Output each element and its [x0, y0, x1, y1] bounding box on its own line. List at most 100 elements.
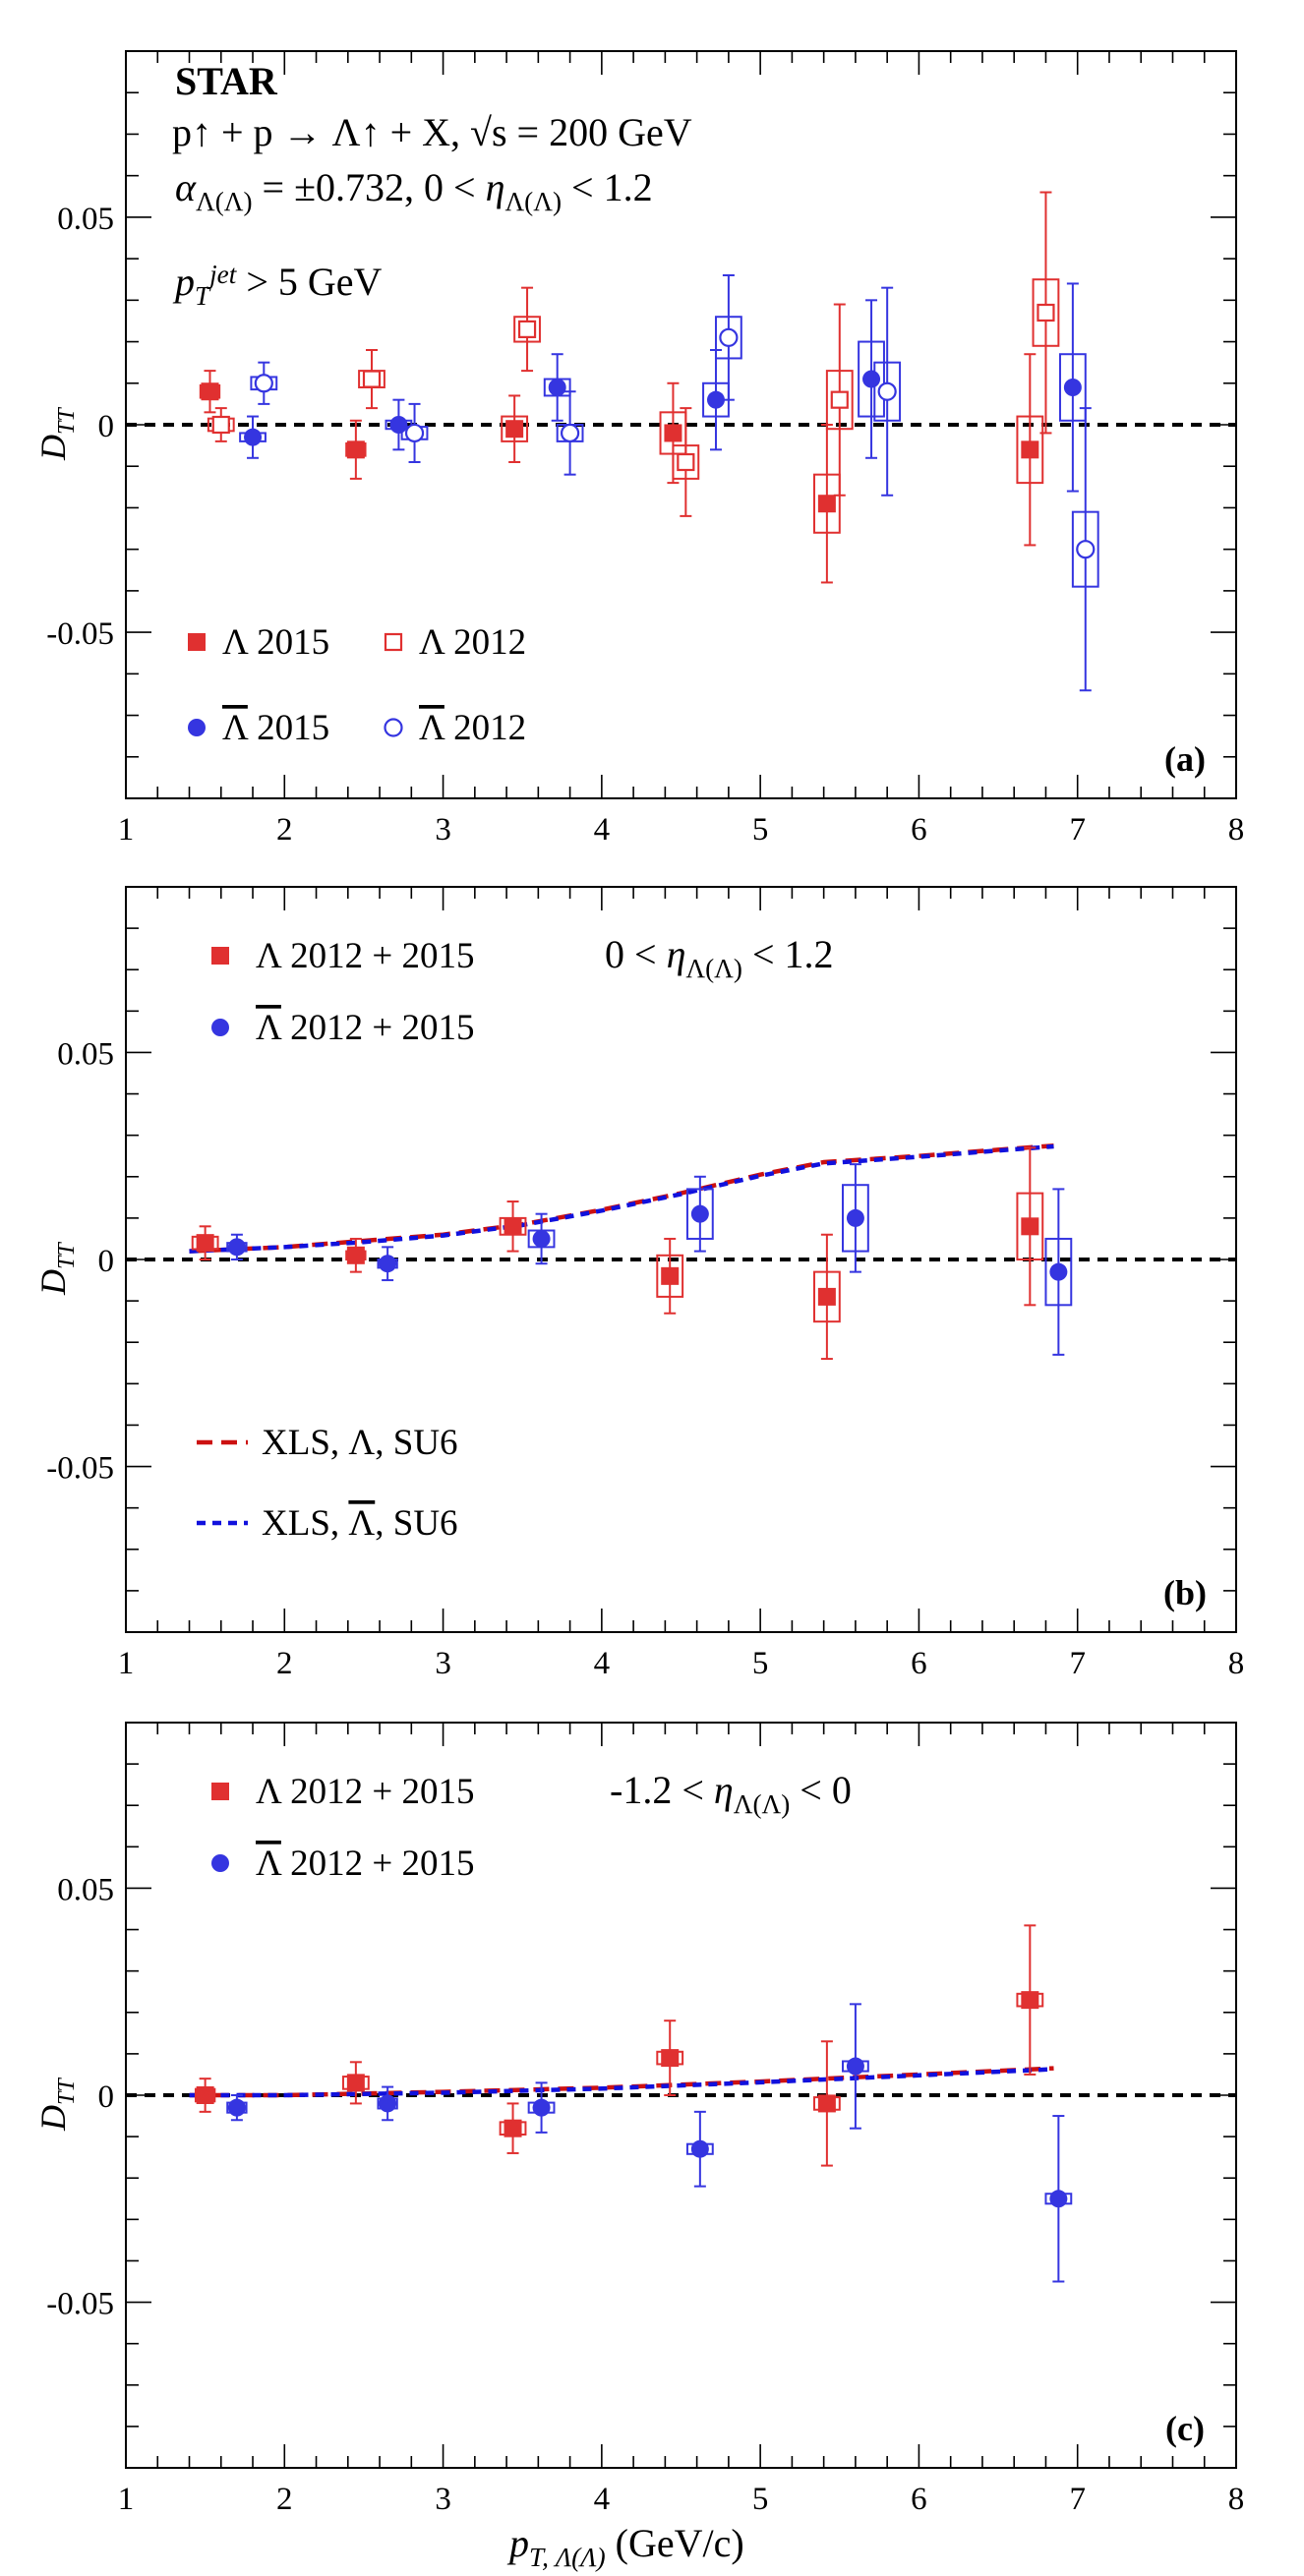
data-point	[664, 424, 682, 442]
x-tick-label: 4	[594, 1646, 611, 1681]
x-tick-label: 4	[594, 2482, 611, 2517]
data-point	[504, 2119, 522, 2137]
y-tick-label: 0	[98, 409, 115, 444]
systematic-box	[513, 316, 541, 343]
data-point	[560, 423, 580, 443]
x-axis-ticks	[125, 887, 1237, 1632]
data-point	[254, 374, 273, 393]
legend-entry: XLS, Λ, SU6	[197, 1423, 458, 1463]
data-point	[196, 2086, 214, 2104]
data-point	[505, 420, 524, 439]
y-tick-label: -0.05	[46, 2287, 114, 2322]
series-square-filled	[191, 1146, 1044, 1361]
x-tick-label: 7	[1069, 2482, 1086, 2517]
systematic-box	[825, 370, 854, 431]
data-point	[862, 370, 881, 388]
x-tick-label: 6	[911, 812, 927, 848]
panel-b: 1 2 3 4 5 6 7 8 -0.05 0 0.05 DTT (b) Λ 2012 + 2015 Λ 2…	[33, 886, 1245, 1681]
data-point	[346, 440, 365, 459]
series-circle-filled	[239, 282, 1087, 493]
systematic-box	[858, 340, 885, 418]
y-tick-label: -0.05	[46, 1451, 114, 1487]
x-axis-title: pT, Λ(Λ) (GeV/c)	[506, 2521, 744, 2572]
legend-marker	[211, 1854, 229, 1872]
x-tick-label: 8	[1228, 812, 1245, 848]
data-point	[1021, 1217, 1039, 1236]
data-point	[227, 1238, 246, 1257]
panel-c: 1 2 3 4 5 6 7 8 -0.05 0 0.05 DTT (c) Λ 2012 + 2015 Λ 2…	[33, 1722, 1244, 2517]
data-point	[661, 2049, 680, 2068]
systematic-box	[1071, 510, 1099, 588]
data-point	[817, 2094, 836, 2113]
x-tick-label: 3	[435, 2482, 451, 2517]
data-point	[362, 370, 382, 388]
legend-marker	[211, 1019, 229, 1036]
systematic-box	[714, 316, 742, 360]
theory-curve-dot	[189, 2067, 1054, 2098]
data-point	[379, 1255, 397, 1273]
x-tick-label: 2	[276, 2482, 293, 2517]
systematic-box	[1032, 278, 1060, 347]
data-point	[379, 2094, 397, 2113]
data-point	[196, 1234, 214, 1253]
legend-label: Λ 2012 + 2015	[256, 936, 475, 976]
data-point	[532, 2098, 551, 2117]
legend-label: Λ 2012	[419, 708, 526, 748]
legend-entry: Λ 2012	[384, 622, 526, 663]
x-tick-label: 8	[1228, 1646, 1245, 1681]
x-tick-label: 5	[752, 1646, 769, 1681]
data-point	[1037, 303, 1055, 322]
data-point	[719, 327, 739, 347]
y-axis-label: DTT	[33, 2078, 80, 2132]
data-point	[346, 2074, 365, 2092]
y-tick-label: 0.05	[57, 202, 114, 237]
data-point	[1021, 440, 1039, 459]
data-point	[817, 495, 836, 513]
data-point	[504, 1217, 522, 1236]
systematic-box	[812, 1270, 841, 1323]
systematic-box	[1016, 415, 1044, 485]
data-point	[661, 1266, 680, 1285]
systematic-box	[1044, 1237, 1073, 1307]
x-tick-label: 5	[752, 812, 769, 848]
x-tick-label: 7	[1069, 812, 1086, 848]
data-point	[346, 1246, 365, 1264]
data-point	[227, 2098, 246, 2117]
eta-range-label: -1.2 < ηΛ(Λ) < 0	[610, 1768, 852, 1819]
legend-label: Λ 2015	[222, 708, 329, 748]
series-circle-open	[250, 274, 1099, 692]
legend-entry: Λ 2012 + 2015	[211, 1008, 475, 1048]
systematic-box	[501, 415, 529, 442]
y-tick-label: 0.05	[57, 1036, 114, 1072]
eta-range-label: 0 < ηΛ(Λ) < 1.2	[605, 932, 834, 983]
legend-marker	[211, 947, 229, 965]
x-axis-ticks	[125, 1723, 1237, 2468]
data-point	[517, 320, 537, 338]
systematic-box	[873, 361, 902, 422]
panel-tag: (c)	[1165, 2409, 1205, 2448]
x-tick-label: 7	[1069, 1646, 1086, 1681]
jet-pt-cut-label: pTjet > 5 GeV	[172, 260, 383, 311]
y-axis-label: DTT	[33, 1242, 80, 1296]
data-point	[1063, 379, 1082, 396]
x-tick-label: 5	[752, 2482, 769, 2517]
legend-entry: Λ 2012 + 2015	[211, 1844, 475, 1884]
systematic-box	[1016, 1192, 1044, 1260]
x-tick-label: 3	[435, 812, 451, 848]
experiment-label: STAR	[175, 59, 278, 103]
legend-label: Λ 2012 + 2015	[256, 1008, 475, 1048]
data-point	[201, 382, 219, 401]
legend-marker	[188, 633, 206, 651]
legend-marker	[211, 1783, 229, 1800]
data-point	[548, 379, 566, 396]
x-tick-label: 2	[276, 1646, 293, 1681]
x-tick-label: 6	[911, 1646, 927, 1681]
reaction-label: p↑ + p → Λ↑ + X, √s = 200 GeV	[172, 110, 692, 154]
legend-entry: Λ 2012	[384, 708, 526, 748]
data-point	[1049, 2190, 1068, 2208]
y-tick-label: -0.05	[46, 616, 114, 652]
series-square-filled	[194, 1924, 1044, 2167]
data-point	[1049, 1262, 1068, 1281]
theory-curve-dash	[189, 1142, 1054, 1254]
